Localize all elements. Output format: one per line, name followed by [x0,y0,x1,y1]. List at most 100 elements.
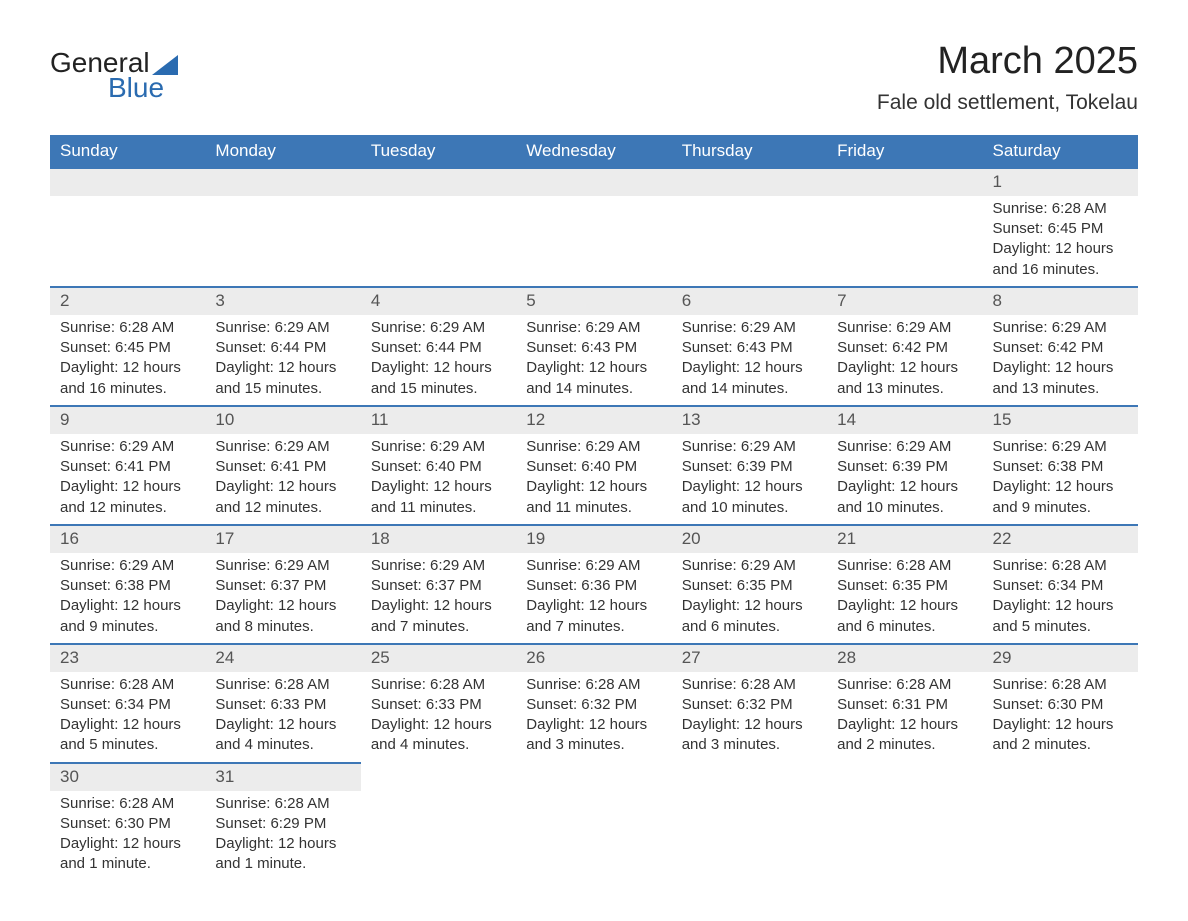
sunrise-line: Sunrise: 6:28 AM [993,199,1128,219]
day-number: 27 [672,645,827,672]
calendar-cell: 1Sunrise: 6:28 AMSunset: 6:45 PMDaylight… [983,168,1138,287]
day-number: 24 [205,645,360,672]
sunset-line: Sunset: 6:35 PM [837,576,972,596]
calendar-cell: 26Sunrise: 6:28 AMSunset: 6:32 PMDayligh… [516,644,671,763]
day-number: 12 [516,407,671,434]
weekday-header-row: SundayMondayTuesdayWednesdayThursdayFrid… [50,135,1138,168]
day-number: 29 [983,645,1138,672]
calendar-cell: 2Sunrise: 6:28 AMSunset: 6:45 PMDaylight… [50,287,205,406]
sunrise-line: Sunrise: 6:29 AM [371,437,506,457]
day-details: Sunrise: 6:28 AMSunset: 6:32 PMDaylight:… [672,672,827,762]
sunset-line: Sunset: 6:39 PM [837,457,972,477]
daylight-line: Daylight: 12 hours and 15 minutes. [371,358,506,399]
day-number-empty [205,169,360,196]
sunset-line: Sunset: 6:41 PM [215,457,350,477]
sunset-line: Sunset: 6:43 PM [682,338,817,358]
calendar-cell: 24Sunrise: 6:28 AMSunset: 6:33 PMDayligh… [205,644,360,763]
day-number: 3 [205,288,360,315]
calendar-cell: 18Sunrise: 6:29 AMSunset: 6:37 PMDayligh… [361,525,516,644]
calendar-cell-empty [361,763,516,881]
calendar-cell: 30Sunrise: 6:28 AMSunset: 6:30 PMDayligh… [50,763,205,881]
day-details: Sunrise: 6:28 AMSunset: 6:30 PMDaylight:… [983,672,1138,762]
day-number: 5 [516,288,671,315]
sunrise-line: Sunrise: 6:29 AM [60,556,195,576]
daylight-line: Daylight: 12 hours and 15 minutes. [215,358,350,399]
sunset-line: Sunset: 6:43 PM [526,338,661,358]
sunrise-line: Sunrise: 6:29 AM [215,556,350,576]
sunset-line: Sunset: 6:34 PM [60,695,195,715]
daylight-line: Daylight: 12 hours and 3 minutes. [526,715,661,756]
day-details: Sunrise: 6:28 AMSunset: 6:45 PMDaylight:… [50,315,205,405]
calendar-cell: 25Sunrise: 6:28 AMSunset: 6:33 PMDayligh… [361,644,516,763]
sunrise-line: Sunrise: 6:29 AM [682,437,817,457]
sunrise-line: Sunrise: 6:29 AM [837,437,972,457]
sunrise-line: Sunrise: 6:29 AM [371,556,506,576]
daylight-line: Daylight: 12 hours and 2 minutes. [837,715,972,756]
day-number: 20 [672,526,827,553]
sunrise-line: Sunrise: 6:29 AM [993,318,1128,338]
day-number: 31 [205,764,360,791]
day-number: 26 [516,645,671,672]
sunrise-line: Sunrise: 6:28 AM [60,675,195,695]
sunset-line: Sunset: 6:38 PM [60,576,195,596]
daylight-line: Daylight: 12 hours and 10 minutes. [682,477,817,518]
day-details: Sunrise: 6:28 AMSunset: 6:31 PMDaylight:… [827,672,982,762]
day-number: 23 [50,645,205,672]
day-number: 25 [361,645,516,672]
sunrise-line: Sunrise: 6:28 AM [837,556,972,576]
daylight-line: Daylight: 12 hours and 7 minutes. [526,596,661,637]
sunset-line: Sunset: 6:29 PM [215,814,350,834]
calendar-cell-empty [516,763,671,881]
day-details: Sunrise: 6:29 AMSunset: 6:42 PMDaylight:… [983,315,1138,405]
sunset-line: Sunset: 6:37 PM [215,576,350,596]
sunrise-line: Sunrise: 6:29 AM [215,437,350,457]
calendar-cell: 27Sunrise: 6:28 AMSunset: 6:32 PMDayligh… [672,644,827,763]
daylight-line: Daylight: 12 hours and 14 minutes. [526,358,661,399]
day-number: 6 [672,288,827,315]
day-details: Sunrise: 6:29 AMSunset: 6:39 PMDaylight:… [672,434,827,524]
sunset-line: Sunset: 6:32 PM [682,695,817,715]
day-number: 18 [361,526,516,553]
calendar-cell: 13Sunrise: 6:29 AMSunset: 6:39 PMDayligh… [672,406,827,525]
weekday-header: Friday [827,135,982,168]
daylight-line: Daylight: 12 hours and 1 minute. [60,834,195,875]
daylight-line: Daylight: 12 hours and 12 minutes. [215,477,350,518]
day-number: 10 [205,407,360,434]
calendar-cell: 20Sunrise: 6:29 AMSunset: 6:35 PMDayligh… [672,525,827,644]
day-number: 21 [827,526,982,553]
day-number-empty [827,169,982,196]
day-number: 28 [827,645,982,672]
daylight-line: Daylight: 12 hours and 13 minutes. [837,358,972,399]
calendar-cell-empty [516,168,671,287]
daylight-line: Daylight: 12 hours and 16 minutes. [60,358,195,399]
sunrise-line: Sunrise: 6:29 AM [371,318,506,338]
calendar-cell: 9Sunrise: 6:29 AMSunset: 6:41 PMDaylight… [50,406,205,525]
calendar-cell: 16Sunrise: 6:29 AMSunset: 6:38 PMDayligh… [50,525,205,644]
calendar-row: 9Sunrise: 6:29 AMSunset: 6:41 PMDaylight… [50,406,1138,525]
daylight-line: Daylight: 12 hours and 10 minutes. [837,477,972,518]
sunrise-line: Sunrise: 6:29 AM [215,318,350,338]
location: Fale old settlement, Tokelau [877,91,1138,115]
day-number: 14 [827,407,982,434]
sunset-line: Sunset: 6:30 PM [60,814,195,834]
calendar-cell-empty [50,168,205,287]
daylight-line: Daylight: 12 hours and 4 minutes. [215,715,350,756]
day-details: Sunrise: 6:29 AMSunset: 6:40 PMDaylight:… [516,434,671,524]
calendar-cell: 12Sunrise: 6:29 AMSunset: 6:40 PMDayligh… [516,406,671,525]
calendar-cell: 3Sunrise: 6:29 AMSunset: 6:44 PMDaylight… [205,287,360,406]
day-number-empty [672,169,827,196]
sunset-line: Sunset: 6:37 PM [371,576,506,596]
sunset-line: Sunset: 6:39 PM [682,457,817,477]
daylight-line: Daylight: 12 hours and 3 minutes. [682,715,817,756]
day-number: 16 [50,526,205,553]
daylight-line: Daylight: 12 hours and 1 minute. [215,834,350,875]
sunset-line: Sunset: 6:40 PM [526,457,661,477]
day-details: Sunrise: 6:29 AMSunset: 6:37 PMDaylight:… [361,553,516,643]
day-number: 8 [983,288,1138,315]
daylight-line: Daylight: 12 hours and 9 minutes. [993,477,1128,518]
day-details: Sunrise: 6:28 AMSunset: 6:34 PMDaylight:… [983,553,1138,643]
daylight-line: Daylight: 12 hours and 2 minutes. [993,715,1128,756]
calendar-cell: 5Sunrise: 6:29 AMSunset: 6:43 PMDaylight… [516,287,671,406]
sunset-line: Sunset: 6:40 PM [371,457,506,477]
day-details: Sunrise: 6:28 AMSunset: 6:33 PMDaylight:… [205,672,360,762]
